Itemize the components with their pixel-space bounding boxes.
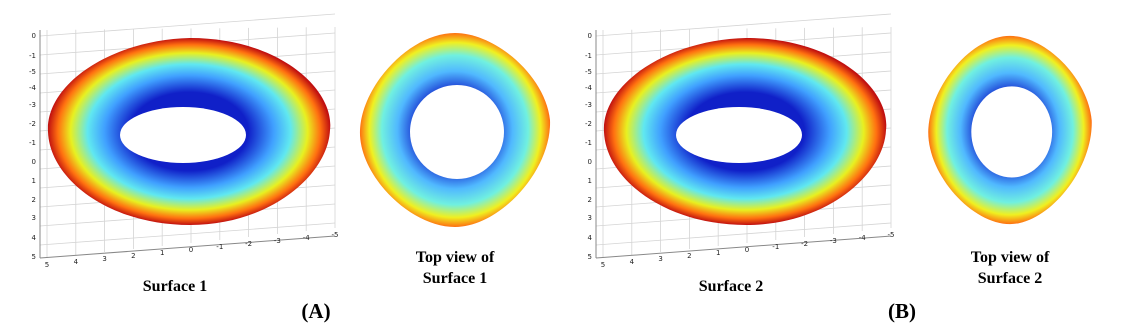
y-tick-label: 0 — [32, 158, 36, 166]
x-tick-label: -5 — [888, 231, 895, 239]
y-tick-label: -5 — [29, 68, 36, 76]
x-tick-label: -2 — [801, 240, 808, 248]
y-tick-label: 3 — [588, 214, 592, 222]
top-hole — [410, 85, 504, 179]
x-tick-label: 2 — [131, 252, 135, 260]
y-tick-label: 0 — [588, 32, 592, 40]
grid-line — [595, 13, 892, 37]
x-tick-label: 3 — [102, 255, 106, 263]
panel: 0 -1 -5 -4 -3 -2 -1 0 1 2 3 4 5 5 4 3 2 1 0 -1 -2 -3 -4 -5 Surfa… — [585, 13, 895, 295]
caption: Surface 1 — [423, 270, 487, 287]
y-tick-label: -2 — [585, 120, 592, 128]
y-tick-label: 5 — [588, 253, 592, 261]
surface-hole — [120, 107, 246, 163]
top-hole — [971, 86, 1053, 178]
x-tick-label: -2 — [245, 240, 252, 248]
panel-label: (B) — [888, 299, 916, 323]
caption: Top view of — [971, 249, 1050, 266]
y-tick-label: 0 — [32, 32, 36, 40]
x-tick-label: -1 — [216, 243, 223, 251]
y-tick-label: 5 — [32, 253, 36, 261]
x-tick-label: 0 — [745, 246, 749, 254]
y-tick-label: -3 — [585, 101, 592, 109]
x-tick-label: 0 — [189, 246, 193, 254]
caption: Top view of — [416, 249, 495, 266]
y-tick-label: 4 — [32, 234, 37, 242]
caption: Surface 2 — [699, 278, 763, 295]
grid-line — [595, 222, 892, 246]
x-tick-label: 1 — [716, 249, 720, 257]
grid-line — [39, 222, 336, 246]
x-tick-label: 4 — [630, 258, 635, 266]
x-tick-label: -5 — [332, 231, 339, 239]
x-tick-label: 5 — [601, 261, 605, 269]
y-tick-label: 2 — [588, 196, 592, 204]
y-tick-label: 0 — [588, 158, 592, 166]
y-tick-label: 3 — [32, 214, 36, 222]
y-tick-label: -3 — [29, 101, 36, 109]
y-tick-label: -5 — [585, 68, 592, 76]
surface-hole — [676, 107, 802, 163]
grid-line — [39, 13, 336, 37]
y-tick-label: -1 — [29, 52, 36, 60]
y-tick-label: 4 — [588, 234, 593, 242]
y-tick-label: 1 — [32, 177, 36, 185]
x-tick-label: -1 — [772, 243, 779, 251]
x-tick-label: 1 — [160, 249, 164, 257]
caption: Surface 1 — [143, 278, 207, 295]
top-view — [928, 35, 1092, 225]
x-tick-label: 2 — [687, 252, 691, 260]
top-view — [359, 33, 551, 227]
x-tick-label: -4 — [859, 234, 867, 242]
x-tick-label: -3 — [830, 237, 837, 245]
axis-line — [595, 235, 892, 259]
x-tick-label: 3 — [658, 255, 662, 263]
y-tick-label: 2 — [32, 196, 36, 204]
y-tick-label: -4 — [29, 84, 37, 92]
caption: Surface 2 — [978, 270, 1042, 287]
panel-label: (A) — [301, 299, 330, 323]
y-tick-label: -1 — [29, 139, 36, 147]
y-tick-label: -1 — [585, 52, 592, 60]
y-tick-label: -4 — [585, 84, 593, 92]
panel: 0 -1 -5 -4 -3 -2 -1 0 1 2 3 4 5 5 4 3 2 1 0 -1 -2 -3 -4 -5 Surfa… — [29, 13, 339, 295]
y-tick-label: -1 — [585, 139, 592, 147]
x-tick-label: -3 — [274, 237, 281, 245]
x-tick-label: -4 — [303, 234, 311, 242]
y-tick-label: 1 — [588, 177, 592, 185]
axis-line — [39, 235, 336, 259]
x-tick-label: 5 — [45, 261, 49, 269]
y-tick-label: -2 — [29, 120, 36, 128]
x-tick-label: 4 — [74, 258, 79, 266]
